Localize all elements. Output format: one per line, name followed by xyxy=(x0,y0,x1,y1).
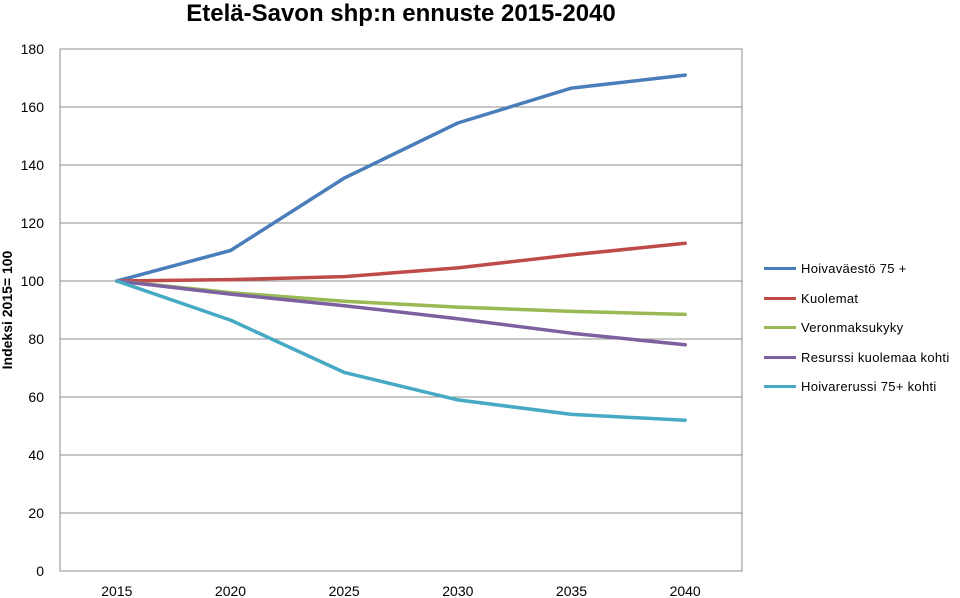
x-tick-label: 2030 xyxy=(442,583,473,598)
legend-item: Hoivaväestö 75 + xyxy=(764,254,950,284)
series-line xyxy=(115,73,687,283)
legend-label: Kuolemat xyxy=(801,290,859,306)
x-tick-label: 2015 xyxy=(101,583,132,598)
plot-area-border xyxy=(59,48,743,572)
y-tick-label: 140 xyxy=(21,157,45,173)
legend-label: Hoivarerussi 75+ kohti xyxy=(801,379,937,395)
x-tick-label: 2020 xyxy=(215,583,246,598)
legend-item: Veronmaksukyky xyxy=(764,313,950,343)
y-tick-label: 60 xyxy=(28,389,44,405)
y-tick-label: 80 xyxy=(28,331,44,347)
chart-title: Etelä-Savon shp:n ennuste 2015-2040 xyxy=(186,0,616,27)
y-tick-label: 0 xyxy=(36,563,44,579)
y-tick-label: 160 xyxy=(21,99,45,115)
x-tick-labels: 2015 2020 2025 2030 2035 2040 xyxy=(101,583,701,598)
legend-swatch xyxy=(764,296,796,300)
legend-label: Resurssi kuolemaa kohti xyxy=(801,349,950,365)
legend-label: Veronmaksukyky xyxy=(801,320,904,336)
legend-label: Hoivaväestö 75 + xyxy=(801,261,907,277)
y-tick-label: 180 xyxy=(21,41,45,57)
legend-item: Resurssi kuolemaa kohti xyxy=(764,343,950,373)
series-line xyxy=(115,241,687,283)
series-lines xyxy=(115,73,687,422)
y-tick-label: 100 xyxy=(21,273,45,289)
y-tick-labels: 0 20 40 60 80 100 120 140 160 180 xyxy=(21,41,45,579)
legend-item: Kuolemat xyxy=(764,284,950,314)
gridlines xyxy=(60,106,742,514)
legend-item: Hoivarerussi 75+ kohti xyxy=(764,372,950,402)
series-line xyxy=(115,279,687,422)
legend: Hoivaväestö 75 + Kuolemat Veronmaksukyky Re… xyxy=(764,254,950,402)
legend-swatch xyxy=(764,385,796,389)
legend-swatch xyxy=(764,267,796,271)
y-tick-label: 40 xyxy=(28,447,44,463)
legend-swatch xyxy=(764,355,796,359)
x-tick-label: 2035 xyxy=(556,583,587,598)
x-tick-label: 2040 xyxy=(670,583,701,598)
series-line xyxy=(115,279,687,347)
y-tick-label: 20 xyxy=(28,505,44,521)
x-tick-label: 2025 xyxy=(329,583,360,598)
legend-swatch xyxy=(764,326,796,330)
y-tick-label: 120 xyxy=(21,215,45,231)
